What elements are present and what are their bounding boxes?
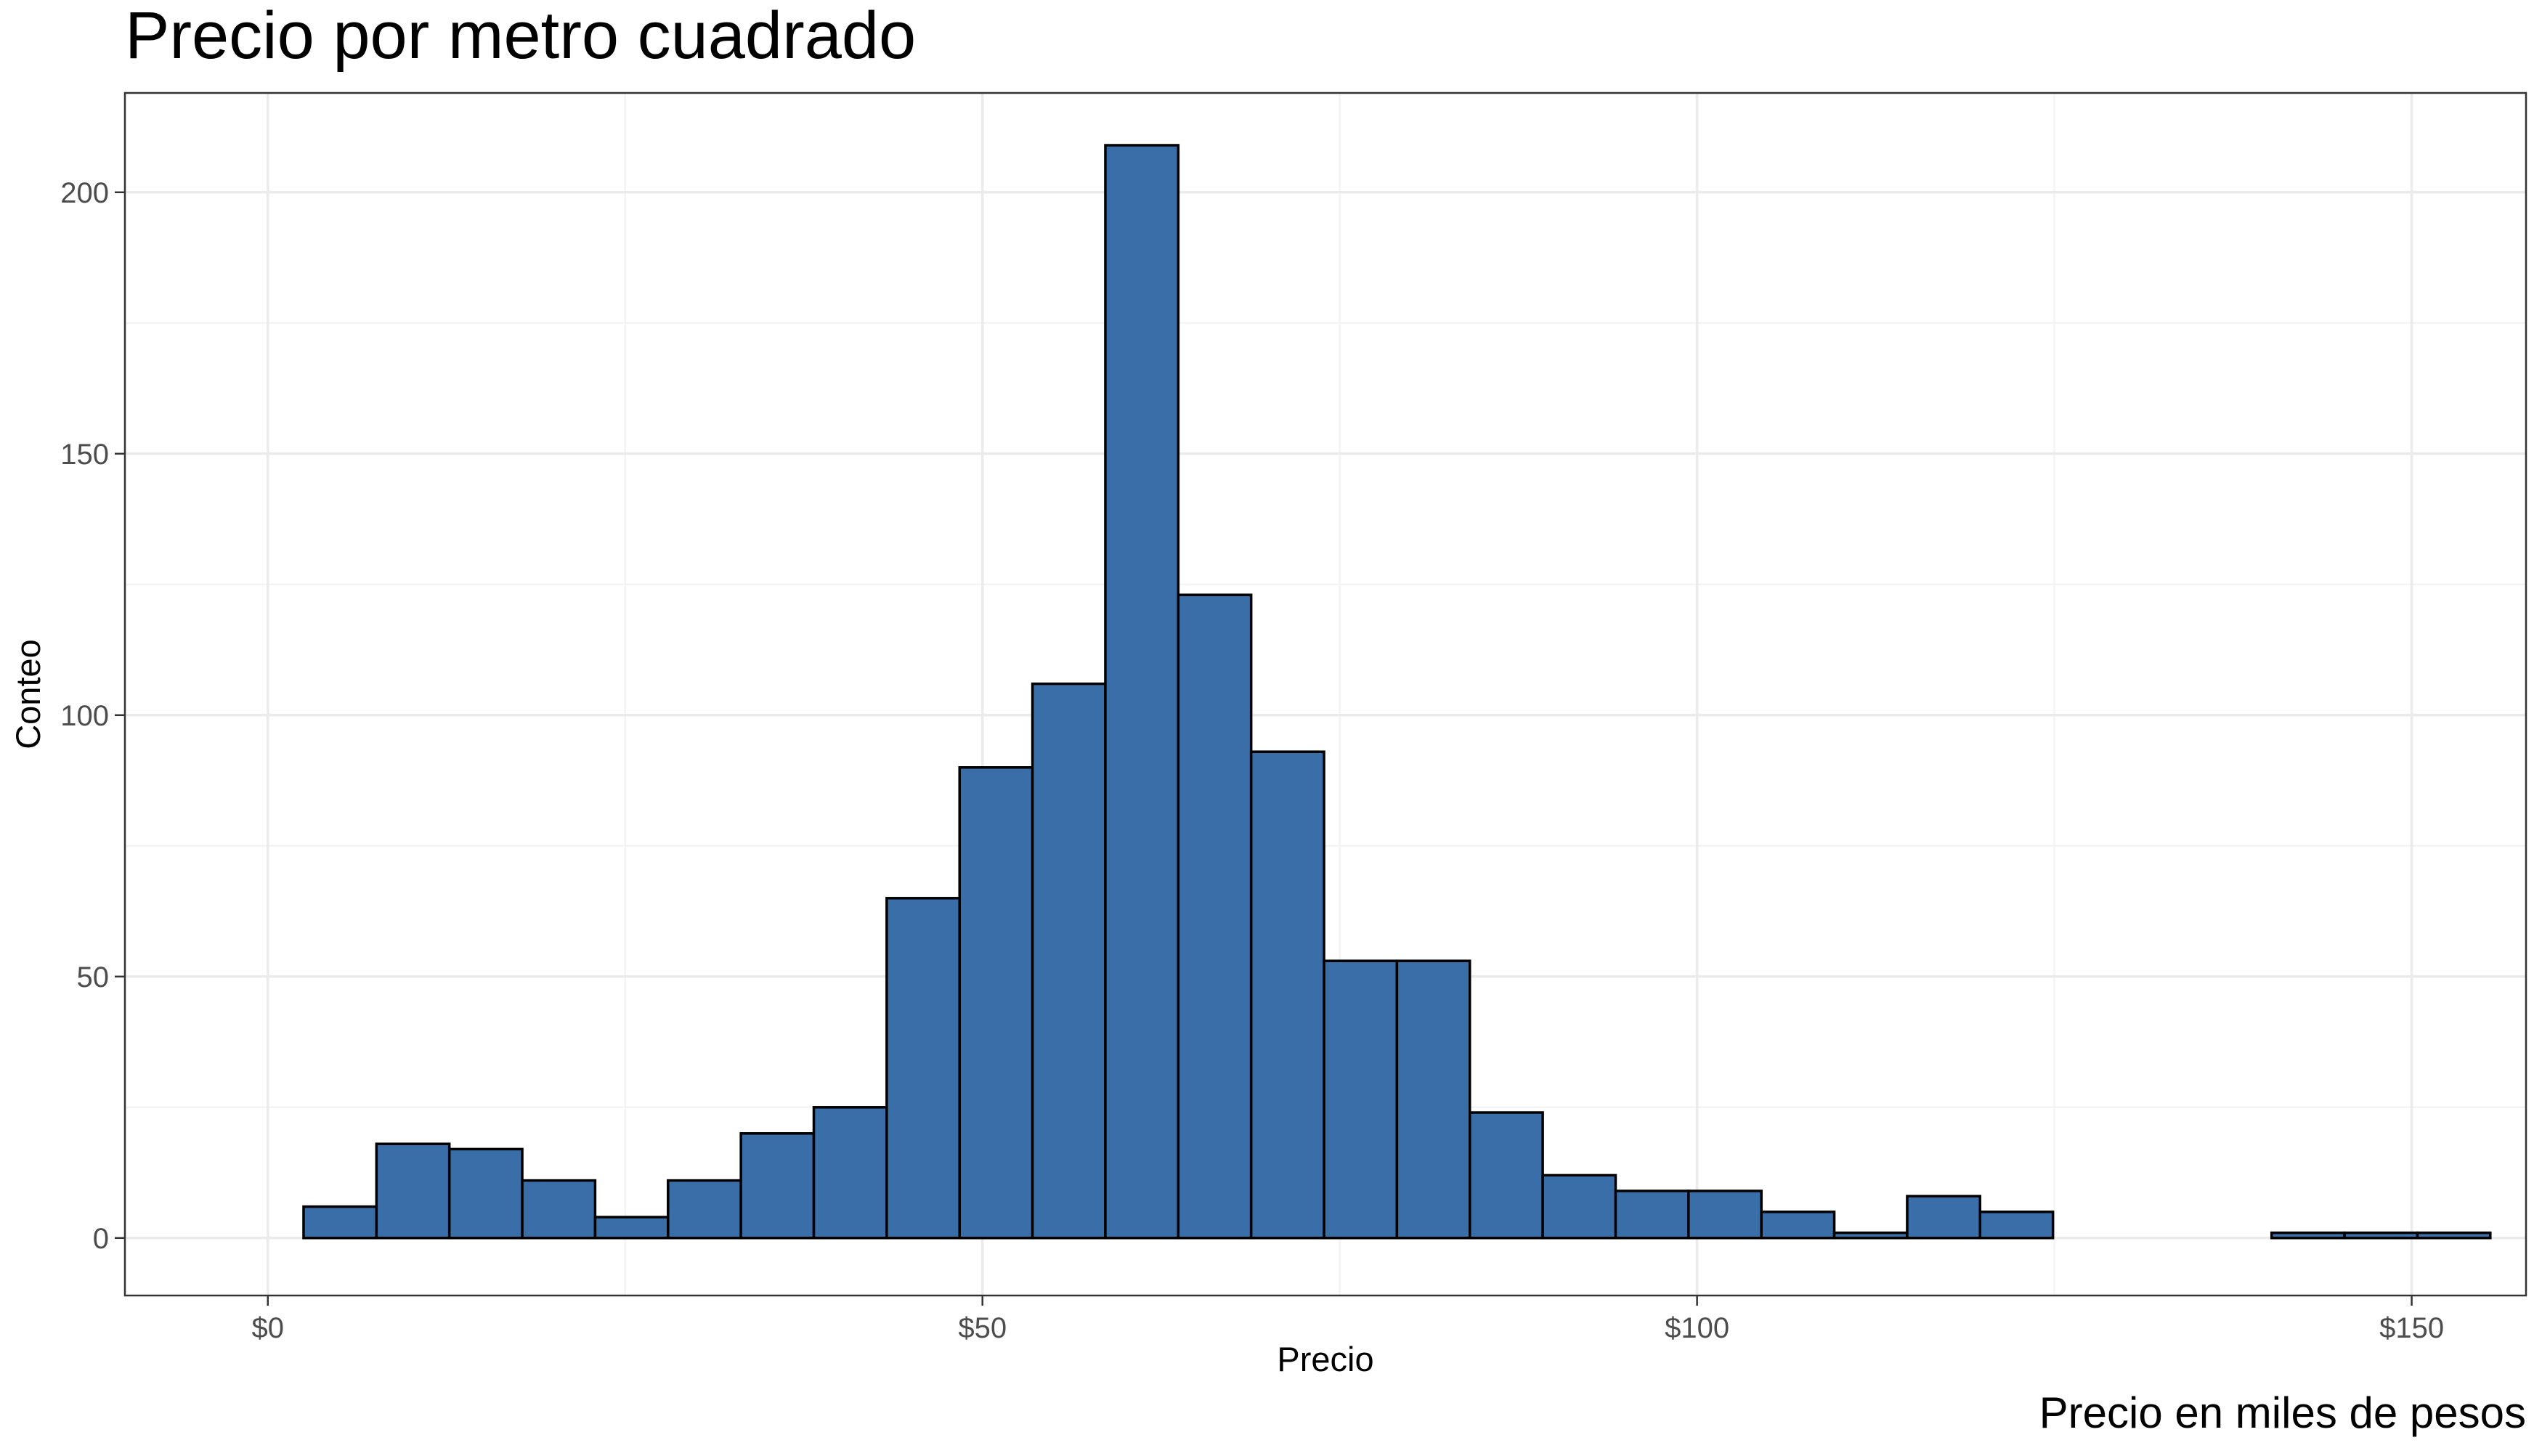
histogram-bar: [1687, 1189, 1763, 1240]
histogram-bar: [1469, 1111, 1544, 1240]
histogram-bar: [1906, 1195, 1982, 1240]
histogram-bar: [302, 1205, 378, 1240]
y-tick-label: 50: [77, 961, 110, 993]
y-axis-label: Conteo: [9, 639, 47, 749]
histogram-bar: [1760, 1211, 1836, 1240]
y-tick-label: 0: [93, 1223, 109, 1255]
y-tick-label: 200: [60, 177, 109, 209]
chart-caption: Precio en miles de pesos: [2039, 1388, 2526, 1437]
histogram-bar: [1177, 593, 1253, 1240]
histogram-bar: [2416, 1231, 2492, 1240]
histogram-bar: [1541, 1174, 1617, 1240]
y-tick-label: 100: [60, 700, 109, 732]
histogram-bar: [1323, 959, 1399, 1240]
x-axis-ticks: $0 $50 $100 $150: [252, 1296, 2444, 1344]
histogram-bar: [739, 1132, 816, 1240]
histogram-bar: [2343, 1231, 2419, 1240]
histogram-bar: [667, 1179, 742, 1240]
histogram-bar: [521, 1179, 597, 1240]
x-axis-label: Precio: [1277, 1340, 1373, 1378]
y-tick-label: 150: [60, 439, 109, 471]
x-tick-label: $150: [2379, 1312, 2444, 1344]
histogram-bar: [812, 1106, 888, 1240]
histogram-bar: [1249, 750, 1325, 1240]
plot-panel-border: [123, 91, 2527, 1297]
x-tick-label: $100: [1665, 1312, 1729, 1344]
histogram-bar: [2270, 1231, 2346, 1240]
chart-title: Precio por metro cuadrado: [125, 0, 916, 73]
histogram-bar: [1395, 959, 1471, 1240]
x-tick-label: $50: [958, 1312, 1007, 1344]
histogram-bar: [593, 1216, 670, 1240]
histogram-bar: [1031, 682, 1107, 1240]
histogram-bar: [375, 1142, 451, 1240]
histogram-bar: [1104, 144, 1180, 1240]
x-tick-label: $0: [252, 1312, 285, 1344]
histogram-bar: [447, 1147, 524, 1240]
histogram-bar: [958, 766, 1034, 1240]
histogram-bar: [1978, 1211, 2055, 1240]
histogram-bar: [1614, 1189, 1690, 1240]
y-axis-ticks: 0 50 100 150 200: [60, 177, 125, 1255]
histogram-bars: [302, 144, 2492, 1240]
histogram-bar: [1832, 1231, 1909, 1240]
histogram-bar: [885, 897, 961, 1240]
